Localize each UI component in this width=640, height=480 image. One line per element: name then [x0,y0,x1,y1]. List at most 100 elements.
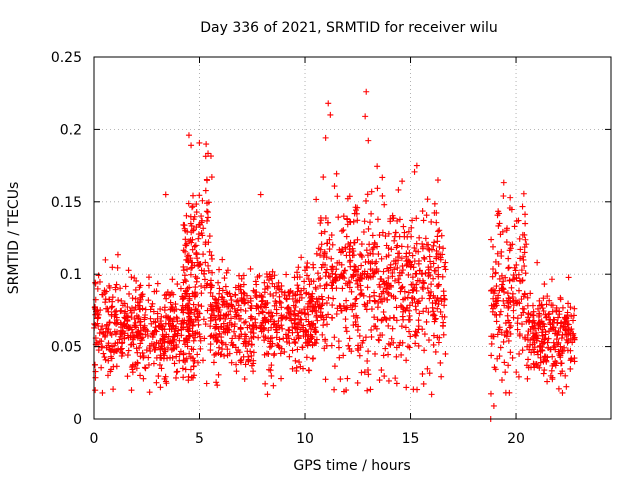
data-point [506,277,513,284]
data-point [391,266,398,273]
data-point [186,304,193,311]
data-point [182,357,189,364]
data-point [214,382,221,389]
data-point [435,301,442,308]
data-point [366,241,373,248]
data-point [197,337,204,344]
data-point [298,254,305,261]
data-point [413,270,420,277]
data-point [208,332,215,339]
data-point [204,307,211,314]
data-point [375,336,382,343]
data-point [105,326,112,333]
data-point [499,281,506,288]
data-point [255,310,262,317]
data-point [415,248,422,255]
data-point [492,366,499,373]
data-point [551,342,558,349]
data-point [535,351,542,358]
plot-frame [93,56,612,420]
data-point [108,304,115,311]
data-point [368,326,375,333]
data-point [488,302,495,309]
data-point [189,355,196,362]
data-point [325,294,332,301]
data-point [435,339,442,346]
data-point [312,329,319,336]
data-point [531,364,538,371]
data-point [361,301,368,308]
data-point [530,308,537,315]
data-point [189,203,196,210]
y-tick-label: 0.05 [51,340,82,356]
data-point [133,312,140,319]
data-point [244,348,251,355]
data-point [278,304,285,311]
data-point [171,336,178,343]
data-point [435,264,442,271]
data-point [209,255,216,262]
data-point [179,302,186,309]
data-point [508,206,515,213]
data-point [185,377,192,384]
data-point [431,209,438,216]
data-point [291,324,298,331]
data-point [192,306,199,313]
data-point [495,208,502,215]
data-point [222,341,229,348]
data-point [250,287,257,294]
data-point [567,330,574,337]
data-point [319,331,326,338]
data-point [330,295,337,302]
y-tick-label: 0.15 [51,195,82,211]
data-point [212,295,219,302]
data-point [542,331,549,338]
data-point [129,295,136,302]
data-point [369,258,376,265]
data-point [303,290,310,297]
data-point [204,209,211,216]
data-point [379,298,386,305]
data-point [337,303,344,310]
data-point [137,322,144,329]
data-point [154,310,161,317]
data-point [94,285,101,292]
data-point [344,215,351,222]
data-point [328,342,335,349]
data-point [276,344,283,351]
data-point [323,314,330,321]
data-point [328,314,335,321]
data-point [359,339,366,346]
data-point [415,326,422,333]
chart-title: Day 336 of 2021, SRMTID for receiver wil… [200,20,498,36]
data-point [381,373,388,380]
data-point [262,380,269,387]
data-point [257,191,264,198]
data-point [236,272,243,279]
data-point [130,334,137,341]
data-point [402,324,409,331]
data-point [259,294,266,301]
grid-lines [94,57,611,419]
data-point [507,330,514,337]
data-point [395,279,402,286]
data-point [99,343,106,350]
data-point [202,239,209,246]
data-point [119,329,126,336]
data-point [559,348,566,355]
data-point [113,363,120,370]
x-tick-label: 20 [507,431,525,447]
data-point [403,250,410,257]
data-point [529,312,536,319]
data-point [124,314,131,321]
data-point [379,331,386,338]
data-point [216,266,223,273]
data-point [131,322,138,329]
data-point [363,88,370,95]
data-point [557,294,564,301]
data-point [342,324,349,331]
data-point [275,279,282,286]
data-point [306,281,313,288]
data-point [539,326,546,333]
data-point [215,279,222,286]
